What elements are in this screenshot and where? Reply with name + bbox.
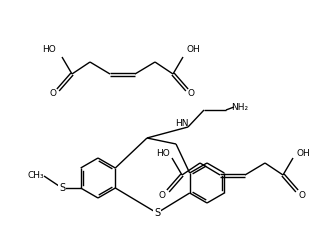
Text: HO: HO <box>42 46 56 55</box>
Text: S: S <box>59 183 65 193</box>
Text: O: O <box>158 191 165 201</box>
Text: S: S <box>154 208 160 218</box>
Text: O: O <box>298 191 305 201</box>
Text: NH₂: NH₂ <box>231 102 249 111</box>
Text: OH: OH <box>296 148 310 157</box>
Text: HN: HN <box>175 119 189 128</box>
Text: O: O <box>188 89 195 98</box>
Text: OH: OH <box>186 46 200 55</box>
Text: CH₃: CH₃ <box>27 172 44 181</box>
Text: HO: HO <box>156 148 170 157</box>
Text: O: O <box>49 89 56 98</box>
